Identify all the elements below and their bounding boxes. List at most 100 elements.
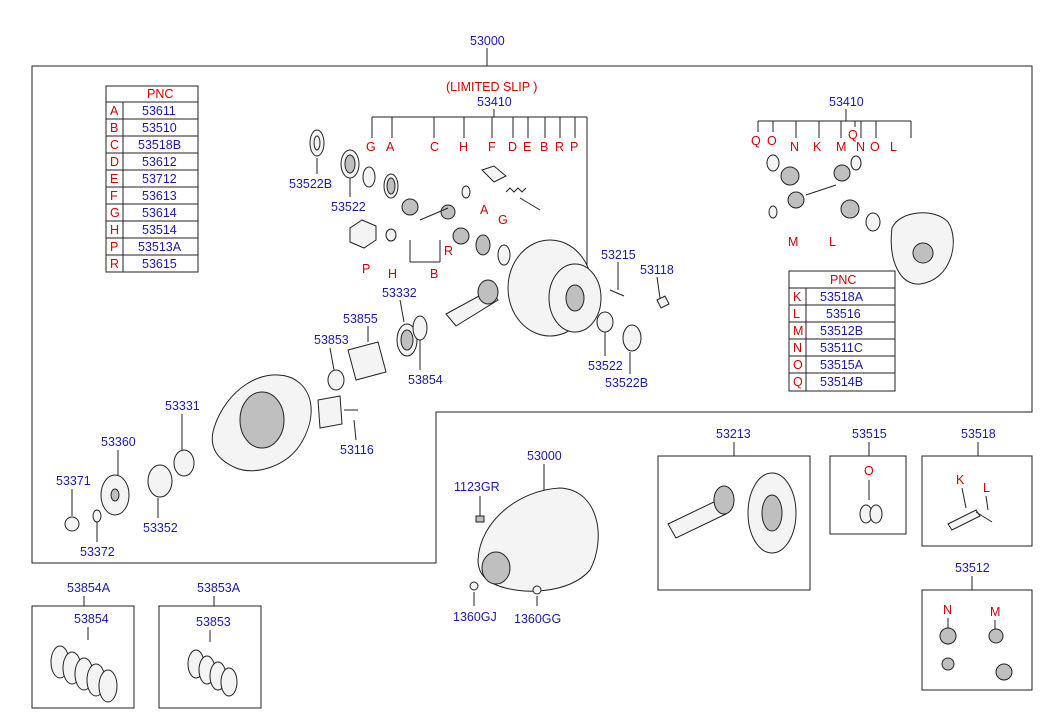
table1-key: D: [110, 155, 119, 169]
table1-pnc: 53611: [142, 104, 176, 118]
table1-pnc: 53614: [142, 206, 177, 220]
part-label: 53853: [314, 333, 349, 347]
table2-key: O: [793, 358, 803, 372]
ls-letter-h2: H: [388, 267, 397, 281]
table1-pnc: 53615: [142, 257, 177, 271]
table2-pnc: 53518A: [820, 290, 864, 304]
part-label-53410-std: 53410: [829, 95, 864, 109]
table1-pnc: 53514: [142, 223, 177, 237]
gearset-53213-box: 53213: [657, 427, 811, 591]
table1-key: E: [110, 172, 118, 186]
std-letter-o2: O: [870, 140, 880, 154]
ls-letter-p: P: [570, 140, 578, 154]
table1-pnc: 53510: [142, 121, 177, 135]
part-label: 53118: [640, 263, 674, 277]
table2-key: Q: [793, 375, 803, 389]
part-label: 53360: [101, 435, 136, 449]
table1-key: A: [110, 104, 119, 118]
ls-letter-h: H: [459, 140, 468, 154]
part-label: 53853A: [197, 581, 241, 595]
ls-letter-r2: R: [444, 244, 453, 258]
center-parts: [317, 239, 670, 429]
ls-letter-d: D: [508, 140, 517, 154]
part-label: 53116: [340, 443, 374, 457]
assembly-title: 53000: [470, 34, 505, 48]
std-letter-k: K: [813, 140, 822, 154]
table1-header: PNC: [147, 87, 173, 101]
part-label: 53515: [852, 427, 887, 441]
box-letter-n: N: [943, 603, 952, 617]
part-label: 53332: [382, 286, 417, 300]
table1-key: F: [110, 189, 118, 203]
table1-pnc: 53712: [142, 172, 177, 186]
table2-pnc: 53516: [826, 307, 861, 321]
table2-pnc: 53511C: [820, 341, 863, 355]
standard-diff-callout: 53410 Q O N K M Q N O L M L: [751, 95, 912, 249]
box-letter-k: K: [956, 473, 965, 487]
table1-key: B: [110, 121, 118, 135]
table2-key: N: [793, 341, 802, 355]
box-letter-m: M: [990, 605, 1000, 619]
table2-header: PNC: [830, 273, 856, 287]
pnc-table-limited-slip: PNC A 53611 B 53510 C 53518B D 53612 E 5…: [105, 85, 199, 273]
std-letter-m2: M: [788, 235, 798, 249]
part-label: 53213: [716, 427, 751, 441]
part-label: 53000: [527, 449, 562, 463]
part-label-53410-ls: 53410: [477, 95, 512, 109]
table2-key: M: [793, 324, 803, 338]
table1-pnc: 53612: [142, 155, 177, 169]
pnc-table-standard: PNC K 53518A L 53516 M 53512B N 53511C O…: [788, 270, 896, 392]
part-label: 53522: [588, 359, 623, 373]
part-label: 53853: [196, 615, 231, 629]
limited-slip-title: (LIMITED SLIP ): [446, 80, 537, 94]
ls-letter-c: C: [430, 140, 439, 154]
table2-pnc: 53514B: [820, 375, 863, 389]
table1-pnc: 53518B: [138, 138, 181, 152]
std-letter-m: M: [836, 140, 846, 154]
part-label: 53372: [80, 545, 115, 559]
part-label: 53518: [961, 427, 996, 441]
std-letter-l2: L: [829, 235, 836, 249]
std-letter-q2: Q: [848, 128, 858, 142]
table1-key: H: [110, 223, 119, 237]
part-label: 1360GG: [514, 612, 561, 626]
part-label: 53215: [601, 248, 636, 262]
std-letter-o: O: [767, 134, 777, 148]
standard-diff-parts: [766, 154, 954, 285]
shim-kit-53853a: 53853A 53853: [158, 581, 262, 709]
limited-slip-parts: [309, 129, 541, 266]
pin-53518-box: 53518 K L: [921, 427, 1033, 547]
part-label: 53854: [74, 612, 109, 626]
ls-letter-r: R: [555, 140, 564, 154]
part-label: 53522B: [605, 376, 648, 390]
std-letter-l: L: [890, 140, 897, 154]
limited-slip-callout: (LIMITED SLIP ) 53410 G A C H F D E B R …: [362, 80, 588, 281]
ls-letter-a2: A: [480, 203, 489, 217]
part-label: 53854: [408, 373, 443, 387]
std-letter-q: Q: [751, 134, 761, 148]
box-letter-l: L: [983, 481, 990, 495]
table2-key: L: [793, 307, 800, 321]
part-label: 53512: [955, 561, 990, 575]
part-label: 53371: [56, 474, 91, 488]
part-label: 53522B: [289, 177, 332, 191]
table1-pnc: 53613: [142, 189, 177, 203]
table2-pnc: 53512B: [820, 324, 863, 338]
table2-pnc: 53515A: [820, 358, 864, 372]
ls-letter-b: B: [540, 140, 548, 154]
carrier-housing: [64, 374, 312, 532]
part-label: 1360GJ: [453, 610, 497, 624]
table1-key: R: [110, 257, 119, 271]
table2-key: K: [793, 290, 802, 304]
main-frame-outline: [31, 65, 1033, 564]
housing-assembly: 53000 1123GR 1360GJ 1360GG: [453, 449, 599, 626]
std-letter-n2: N: [856, 140, 865, 154]
table1-key: G: [110, 206, 120, 220]
part-label: 1123GR: [454, 480, 500, 494]
part-label: 53331: [165, 399, 200, 413]
ls-letter-p2: P: [362, 262, 370, 276]
ls-letter-a: A: [386, 140, 395, 154]
std-letter-n: N: [790, 140, 799, 154]
part-label: 53855: [343, 312, 378, 326]
